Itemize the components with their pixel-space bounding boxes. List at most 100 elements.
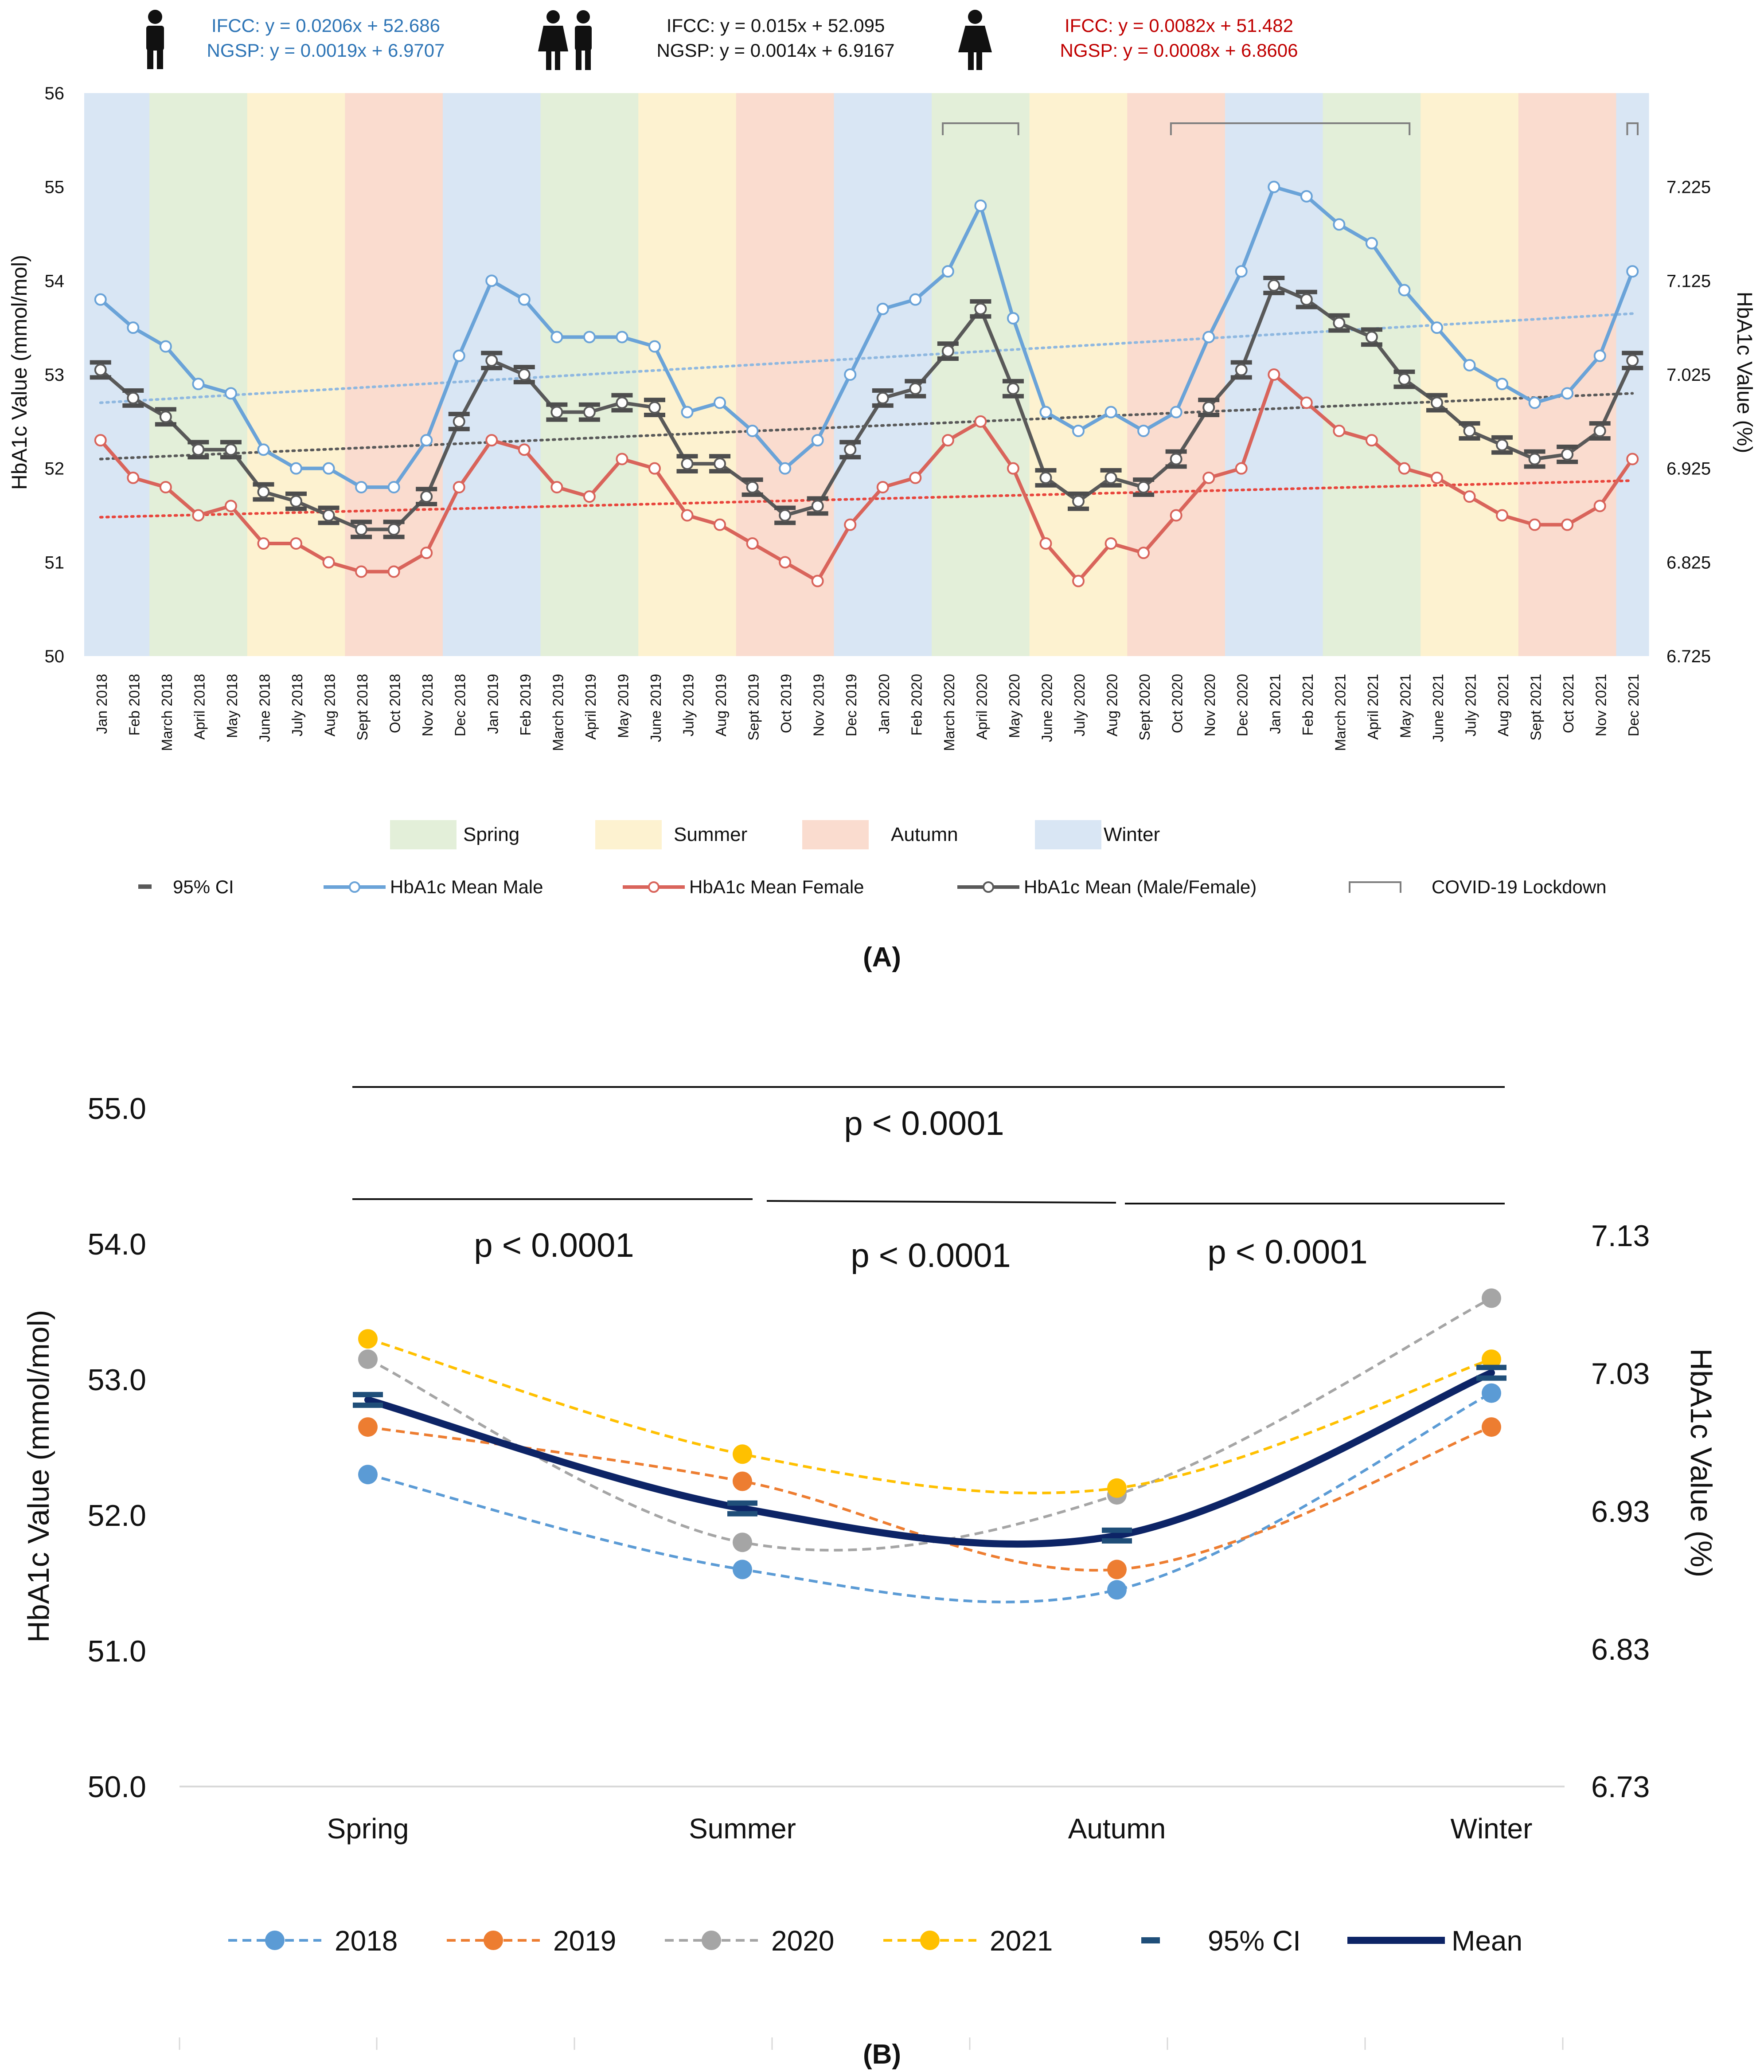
- ci-upper-marker: [285, 491, 307, 496]
- data-point-mean: [224, 443, 237, 456]
- ci-lower-marker: [513, 379, 535, 384]
- data-point-female: [550, 481, 563, 493]
- data-point-male: [974, 199, 987, 212]
- data-point-mean: [550, 406, 563, 418]
- ci-upper-marker: [1263, 275, 1285, 280]
- trend-line-female: [99, 479, 1634, 519]
- ci-upper-marker: [937, 341, 959, 346]
- ci-upper-marker: [1296, 289, 1317, 294]
- y2-tick-label: 7.03: [1591, 1357, 1650, 1391]
- data-point-mean: [1137, 481, 1150, 493]
- ci-upper-marker: [1230, 360, 1252, 365]
- data-point-male: [1300, 190, 1313, 203]
- ci-upper-marker: [1002, 379, 1024, 383]
- ci-upper-marker: [905, 379, 926, 383]
- ci-upper-marker: [122, 388, 144, 393]
- ci-upper-marker: [1361, 327, 1382, 332]
- y-tick-label: 54.0: [88, 1228, 146, 1261]
- season-band-summer: [1421, 93, 1454, 656]
- y2-tick-label: 7.025: [1666, 365, 1711, 385]
- data-point-female: [1463, 490, 1476, 503]
- season-band-spring: [932, 93, 965, 656]
- x-tick-label: Sept 2021: [1528, 674, 1544, 740]
- ci-lower-marker: [1068, 506, 1089, 511]
- ci-upper-marker: [1426, 393, 1448, 398]
- x-tick-label: March 2020: [941, 674, 957, 751]
- data-point-mean: [746, 481, 759, 493]
- data-point-female: [387, 565, 400, 578]
- y2-tick-label: 6.93: [1591, 1495, 1650, 1529]
- ci-upper-marker: [353, 1392, 383, 1397]
- x-tick-label: Nov 2021: [1593, 674, 1609, 736]
- data-point-male: [1072, 425, 1085, 437]
- ci-upper-marker: [872, 388, 894, 393]
- data-point-male: [257, 443, 270, 456]
- data-point-2018: [1482, 1383, 1501, 1403]
- data-point-mean: [420, 490, 433, 503]
- data-point-male: [550, 331, 563, 344]
- legend-label-mean: HbA1c Mean (Male/Female): [1024, 876, 1257, 897]
- season-band-summer: [1094, 93, 1128, 656]
- ci-upper-marker: [318, 505, 340, 510]
- ci-upper-marker: [383, 520, 405, 524]
- ci-lower-marker: [122, 403, 144, 408]
- legend-label-2021: 2021: [990, 1925, 1053, 1957]
- ci-upper-marker: [481, 351, 503, 356]
- data-point-male: [616, 331, 628, 344]
- x-tick-label: Jan 2018: [94, 674, 110, 734]
- ci-lower-marker: [1002, 394, 1024, 399]
- ci-upper-marker: [1035, 468, 1057, 473]
- data-point-male: [1365, 237, 1378, 250]
- x-tick-label: Sept 2018: [354, 674, 371, 740]
- ci-lower-marker: [481, 366, 503, 371]
- lockdown-brackets: [942, 122, 1639, 135]
- data-point-mean: [974, 302, 987, 315]
- x-tick-label: Feb 2020: [908, 674, 925, 735]
- data-point-mean: [485, 354, 498, 367]
- y2-axis-title: HbA1c Value (%): [1684, 1349, 1718, 1578]
- data-point-male: [811, 434, 824, 447]
- data-point-mean: [453, 415, 465, 428]
- data-point-mean: [909, 382, 922, 395]
- data-point-male: [1333, 218, 1346, 231]
- legend-label-2020: 2020: [771, 1925, 834, 1957]
- data-point-male: [714, 396, 726, 409]
- ci-upper-marker: [351, 520, 372, 524]
- season-band-autumn: [410, 93, 443, 656]
- x-tick-label: April 2020: [973, 674, 990, 740]
- legend-ci-marker: [1141, 1937, 1160, 1943]
- ci-lower-marker: [774, 520, 796, 525]
- data-point-mean: [1626, 354, 1639, 367]
- data-point-female: [355, 565, 368, 578]
- ci-upper-marker: [709, 454, 731, 459]
- axes: 50 51 52 53 54 55 56 6.725 6.825 6.925 7.025 7.125 7…: [45, 84, 1711, 666]
- couple-icon: [538, 10, 592, 70]
- ci-upper-marker: [1459, 421, 1480, 426]
- ci-upper-marker: [1198, 398, 1220, 403]
- ci-upper-marker: [187, 440, 209, 445]
- data-point-male: [583, 331, 596, 344]
- x-tick-label: Dec 2019: [843, 674, 859, 736]
- data-point-female: [746, 537, 759, 550]
- data-point-male: [876, 302, 889, 315]
- data-point-mean: [1528, 453, 1541, 465]
- data-point-male: [1007, 312, 1019, 324]
- legend-swatch-autumn: [802, 820, 869, 849]
- data-point-2021: [1482, 1349, 1501, 1369]
- data-point-2018: [358, 1465, 378, 1485]
- data-point-female: [518, 443, 531, 456]
- season-band-summer: [1453, 93, 1486, 656]
- data-point-mean: [1072, 495, 1085, 508]
- significance-brackets: [352, 1086, 1505, 1204]
- legend-label-ci: 95% CI: [1208, 1925, 1301, 1957]
- female-ifcc-equation: IFCC: y = 0.0082x + 51.482: [1065, 15, 1293, 36]
- y2-tick-label: 7.125: [1666, 271, 1711, 291]
- season-band-spring: [540, 93, 574, 656]
- season-band-winter: [117, 93, 150, 656]
- axes: 50.0 51.0 52.0 53.0 54.0 55.0 6.73 6.83 6.93 7.03…: [88, 1092, 1650, 1845]
- data-point-male: [1593, 349, 1606, 362]
- data-point-mean: [681, 457, 694, 470]
- ci-upper-marker: [220, 440, 242, 445]
- ci-upper-marker: [807, 496, 828, 501]
- data-point-mean: [714, 457, 726, 470]
